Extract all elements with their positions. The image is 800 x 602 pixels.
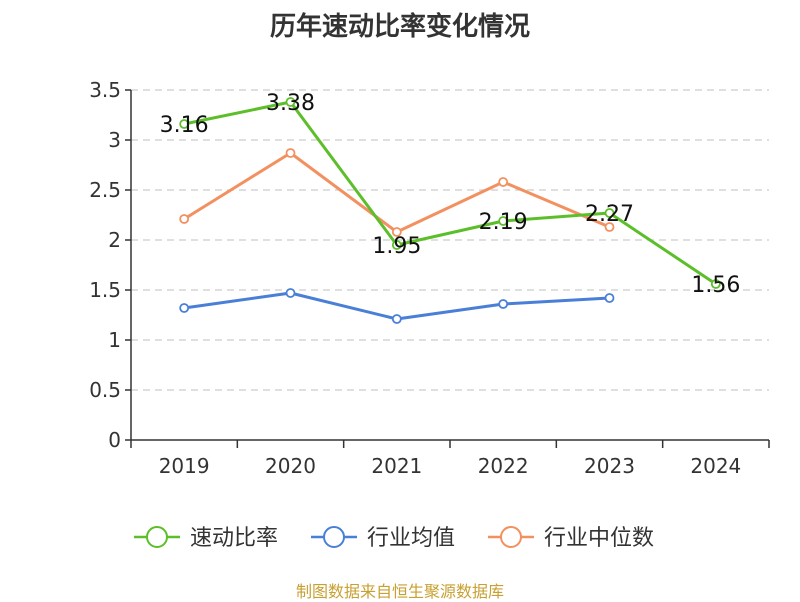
y-tick-label: 0	[108, 428, 121, 452]
data-label: 3.38	[266, 91, 315, 116]
y-tick-label: 0.5	[89, 378, 121, 402]
series-line-2	[183, 151, 611, 234]
data-labels: 3.16 3.38 1.95 2.19 2.27 1.56	[160, 91, 741, 298]
y-tick-label: 3.5	[89, 78, 121, 102]
data-point	[498, 177, 509, 187]
data-point	[285, 97, 296, 107]
y-tick-label: 2	[108, 228, 121, 252]
x-tick-label-2021: 2021	[371, 454, 422, 478]
data-point	[604, 208, 615, 218]
y-tick-label: 2.5	[89, 178, 121, 202]
data-label: 1.95	[372, 234, 421, 259]
data-point	[498, 299, 509, 309]
axes	[125, 89, 770, 448]
x-tick-label-2019: 2019	[159, 454, 210, 478]
series-points	[179, 97, 721, 324]
legend-label: 行业均值	[367, 526, 455, 551]
legend-label: 行业中位数	[544, 526, 654, 551]
x-tick-label-2020: 2020	[265, 454, 316, 478]
legend-marker-icon	[323, 526, 345, 548]
gridlines	[131, 89, 769, 391]
data-point	[710, 279, 721, 289]
data-point	[179, 214, 190, 224]
data-label: 3.16	[160, 113, 209, 138]
series-lines	[183, 100, 717, 321]
data-point	[391, 314, 402, 324]
data-point	[604, 293, 615, 303]
legend-item-0: 速动比率	[134, 526, 278, 551]
series-line-0	[183, 100, 717, 286]
x-tick-label-2023: 2023	[584, 454, 635, 478]
data-point	[285, 288, 296, 298]
data-point	[498, 216, 509, 226]
y-tick-label: 1.5	[89, 278, 121, 302]
y-tick-label: 1	[108, 328, 121, 352]
source-note: 制图数据来自恒生聚源数据库	[295, 582, 504, 601]
legend-item-1: 行业均值	[311, 526, 455, 551]
data-point	[285, 148, 296, 158]
data-label: 2.27	[585, 202, 634, 227]
data-point	[179, 119, 190, 129]
chart-title: 历年速动比率变化情况	[269, 12, 530, 42]
data-point	[604, 222, 615, 232]
legend: 速动比率 行业均值 行业中位数	[134, 526, 654, 551]
legend-marker-icon	[500, 526, 522, 548]
x-tick-label-2022: 2022	[478, 454, 529, 478]
y-tick-label: 3	[108, 128, 121, 152]
data-point	[391, 240, 402, 250]
legend-item-2: 行业中位数	[488, 526, 654, 551]
legend-marker-icon	[146, 526, 168, 548]
y-axis-tick-labels: 0 0.5 1 1.5 2 2.5 3 3.5	[89, 78, 121, 452]
data-point	[179, 303, 190, 313]
legend-label: 速动比率	[190, 526, 278, 551]
data-label: 2.19	[479, 210, 528, 235]
data-point	[391, 227, 402, 237]
x-axis-tick-labels: 2019 2020 2021 2022 2023 2024	[159, 454, 742, 478]
data-label: 1.56	[691, 273, 740, 298]
x-tick-label-2024: 2024	[690, 454, 741, 478]
